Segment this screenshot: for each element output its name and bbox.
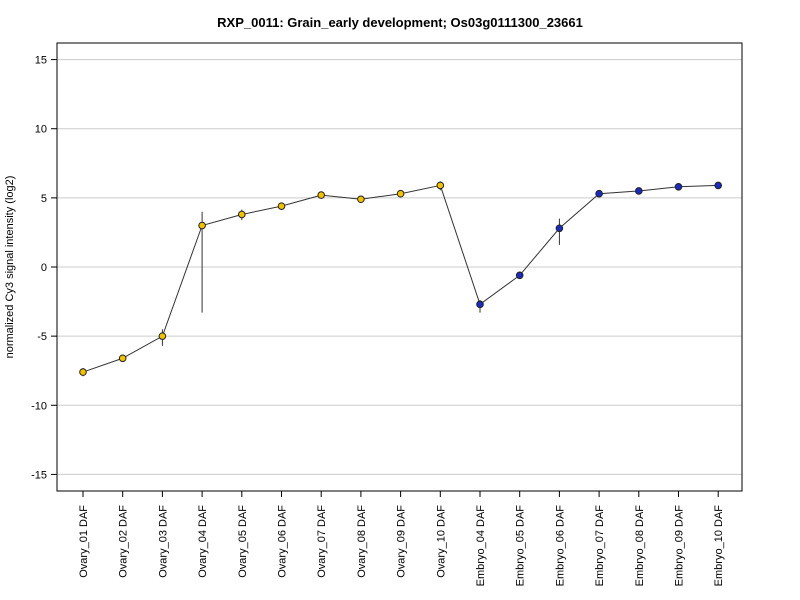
data-point — [357, 195, 365, 204]
x-tick-label: Embryo_05 DAF — [515, 505, 527, 587]
data-point — [198, 221, 206, 230]
x-tick-label: Ovary_02 DAF — [118, 505, 130, 578]
x-tick-label: Embryo_04 DAF — [475, 505, 487, 587]
x-tick-label: Ovary_07 DAF — [316, 505, 328, 578]
data-point — [317, 191, 326, 199]
x-tick-label: Ovary_04 DAF — [197, 505, 209, 578]
x-tick-label: Ovary_08 DAF — [356, 505, 368, 578]
data-point — [436, 181, 445, 190]
x-tick-label: Ovary_10 DAF — [435, 505, 447, 578]
x-tick-label: Embryo_08 DAF — [634, 505, 646, 587]
x-tick-label: Ovary_05 DAF — [237, 505, 249, 578]
data-point — [555, 224, 564, 233]
y-tick-label: -10 — [31, 400, 47, 412]
plot-frame — [56, 42, 743, 492]
x-tick-label: Ovary_09 DAF — [396, 505, 408, 578]
data-point — [238, 210, 246, 219]
data-point — [595, 189, 603, 198]
data-point — [515, 271, 524, 280]
y-tick-label: 15 — [35, 55, 47, 67]
x-tick-label: Ovary_06 DAF — [277, 505, 289, 578]
chart-title: RXP_0011: Grain_early development; Os03g… — [217, 15, 583, 30]
data-point — [476, 300, 484, 309]
data-point — [674, 183, 683, 191]
data-point — [118, 354, 127, 363]
y-tick-label: 5 — [41, 193, 47, 205]
data-point — [635, 187, 643, 195]
data-point — [158, 332, 167, 340]
data-point — [79, 368, 87, 376]
series — [79, 181, 723, 377]
y-tick-label: -5 — [37, 331, 47, 343]
x-tick-label: Embryo_06 DAF — [554, 505, 566, 587]
y-axis-label: normalized Cy3 signal intensity (log2) — [4, 176, 16, 359]
series-line — [82, 184, 719, 373]
data-point — [277, 202, 286, 210]
x-tick-label: Ovary_01 DAF — [78, 505, 90, 578]
y-tick-label: 10 — [35, 124, 47, 136]
x-tick-label: Embryo_10 DAF — [713, 505, 725, 587]
y-tick-label: 0 — [41, 262, 47, 274]
x-tick-label: Embryo_09 DAF — [674, 505, 686, 587]
x-tick-label: Ovary_03 DAF — [157, 505, 169, 578]
axes: -15 -10 -5 0 5 10 15 Ovary_01 DAF Ovary_02 DAF Ov… — [31, 55, 725, 587]
grid-lines — [57, 59, 742, 475]
data-point — [714, 181, 723, 190]
y-tick-label: -15 — [31, 469, 47, 481]
data-point — [396, 189, 405, 198]
x-tick-label: Embryo_07 DAF — [594, 505, 606, 587]
